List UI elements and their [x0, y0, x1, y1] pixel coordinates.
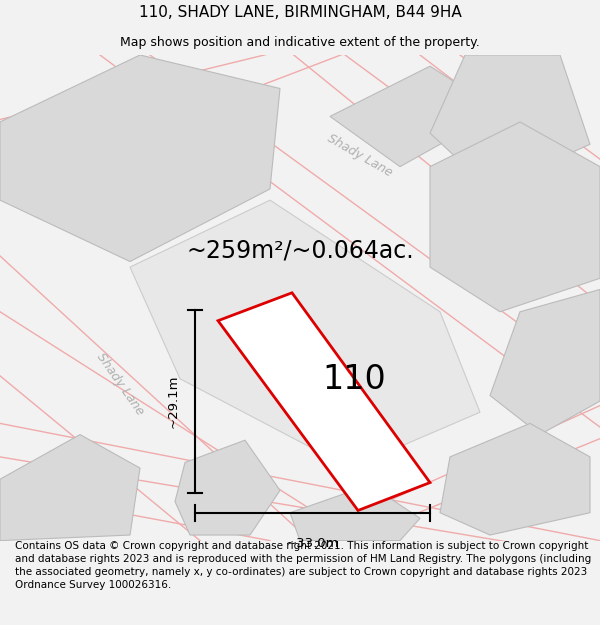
Polygon shape: [175, 440, 280, 535]
Polygon shape: [218, 292, 430, 511]
Polygon shape: [0, 434, 140, 541]
Text: Shady Lane: Shady Lane: [325, 132, 395, 179]
Text: Shady Lane: Shady Lane: [94, 351, 146, 418]
Polygon shape: [440, 423, 590, 535]
Polygon shape: [430, 122, 600, 312]
Polygon shape: [430, 55, 590, 189]
Text: ~29.1m: ~29.1m: [167, 374, 179, 428]
Polygon shape: [290, 485, 420, 541]
Text: Contains OS data © Crown copyright and database right 2021. This information is : Contains OS data © Crown copyright and d…: [15, 541, 591, 590]
Polygon shape: [330, 66, 500, 167]
Text: ~33.0m: ~33.0m: [286, 538, 339, 551]
Polygon shape: [0, 55, 280, 261]
Text: Map shows position and indicative extent of the property.: Map shows position and indicative extent…: [120, 36, 480, 49]
Text: 110: 110: [323, 362, 386, 396]
Text: 110, SHADY LANE, BIRMINGHAM, B44 9HA: 110, SHADY LANE, BIRMINGHAM, B44 9HA: [139, 4, 461, 19]
Text: ~259m²/~0.064ac.: ~259m²/~0.064ac.: [186, 238, 414, 262]
Polygon shape: [490, 289, 600, 434]
Polygon shape: [130, 200, 480, 468]
